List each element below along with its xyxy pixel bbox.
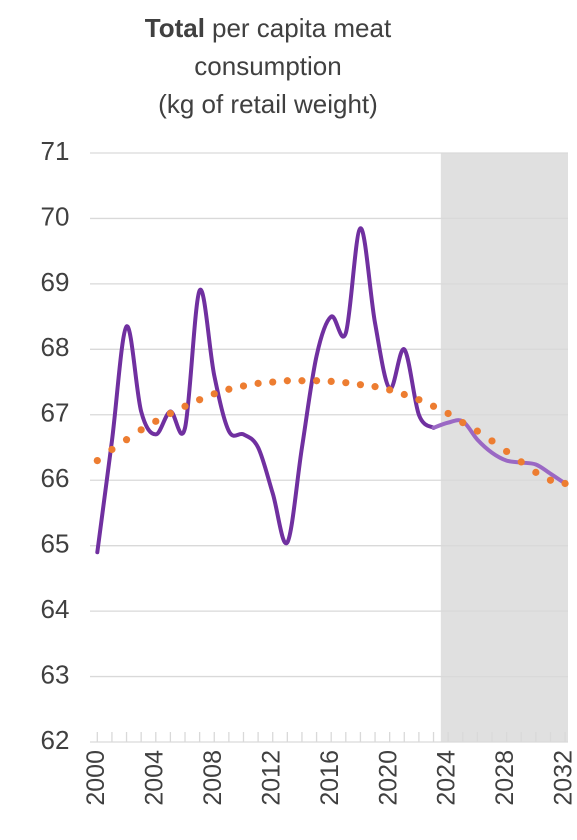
chart-title: consumption bbox=[194, 51, 341, 81]
y-tick-label: 68 bbox=[41, 332, 70, 362]
trend-dot bbox=[181, 402, 189, 410]
trend-dot bbox=[342, 379, 350, 387]
y-tick-label: 66 bbox=[41, 463, 70, 493]
x-tick-label: 2000 bbox=[82, 750, 110, 806]
y-tick-label: 65 bbox=[41, 529, 70, 559]
trend-dot bbox=[210, 390, 218, 398]
trend-dot bbox=[108, 445, 116, 454]
y-tick-label: 62 bbox=[41, 725, 70, 755]
line-series bbox=[431, 418, 568, 486]
x-tick-label: 2032 bbox=[550, 750, 577, 806]
x-tick-label: 2028 bbox=[491, 750, 519, 806]
trend-dot bbox=[400, 390, 408, 399]
trend-dot bbox=[196, 396, 204, 404]
x-tick-label: 2004 bbox=[140, 750, 168, 806]
trend-dot bbox=[327, 377, 335, 386]
y-tick-label: 64 bbox=[41, 594, 70, 624]
trend-dot bbox=[298, 377, 306, 385]
trend-dot bbox=[415, 396, 423, 404]
line-series bbox=[95, 226, 436, 555]
y-tick-label: 71 bbox=[41, 136, 70, 166]
title-line: per capita meat bbox=[212, 13, 392, 43]
projection-shade bbox=[440, 153, 568, 742]
trend-dot bbox=[444, 409, 452, 418]
x-tick-label: 2024 bbox=[433, 750, 461, 806]
trend-dot bbox=[166, 409, 174, 418]
trend-dot bbox=[532, 468, 540, 476]
trend-dot bbox=[517, 458, 525, 466]
trend-dot bbox=[239, 382, 248, 390]
trend-dot bbox=[371, 383, 379, 391]
y-tick-label: 69 bbox=[41, 267, 70, 297]
trend-dot bbox=[283, 377, 291, 385]
trend-dot bbox=[488, 437, 496, 445]
trend-dot bbox=[137, 426, 145, 434]
trend-dot bbox=[269, 378, 277, 386]
trend-dot bbox=[546, 476, 555, 484]
y-tick-label: 67 bbox=[41, 398, 70, 428]
trend-dot bbox=[459, 419, 467, 427]
trend-dot bbox=[356, 381, 365, 389]
trend-dot bbox=[254, 379, 262, 387]
x-tick-label: 2020 bbox=[374, 750, 402, 806]
trend-dot bbox=[225, 385, 233, 393]
x-tick-label: 2016 bbox=[316, 750, 344, 806]
x-tick-label: 2012 bbox=[257, 750, 285, 806]
chart-title: (kg of retail weight) bbox=[158, 89, 378, 119]
y-tick-label: 70 bbox=[41, 201, 70, 231]
trend-dot bbox=[152, 417, 160, 425]
trend-dot bbox=[561, 479, 569, 488]
trend-dot bbox=[312, 377, 321, 385]
trend-dot bbox=[429, 402, 438, 410]
trend-dot bbox=[122, 436, 131, 444]
trend-dot bbox=[93, 456, 101, 465]
trend-dot bbox=[473, 427, 481, 435]
trend-dot bbox=[386, 386, 394, 394]
trend-dot bbox=[503, 447, 511, 456]
title-bold: Total bbox=[145, 13, 205, 43]
x-tick-label: 2008 bbox=[199, 750, 227, 806]
chart-title: Total per capita meat bbox=[145, 13, 392, 43]
y-tick-label: 63 bbox=[41, 659, 70, 689]
